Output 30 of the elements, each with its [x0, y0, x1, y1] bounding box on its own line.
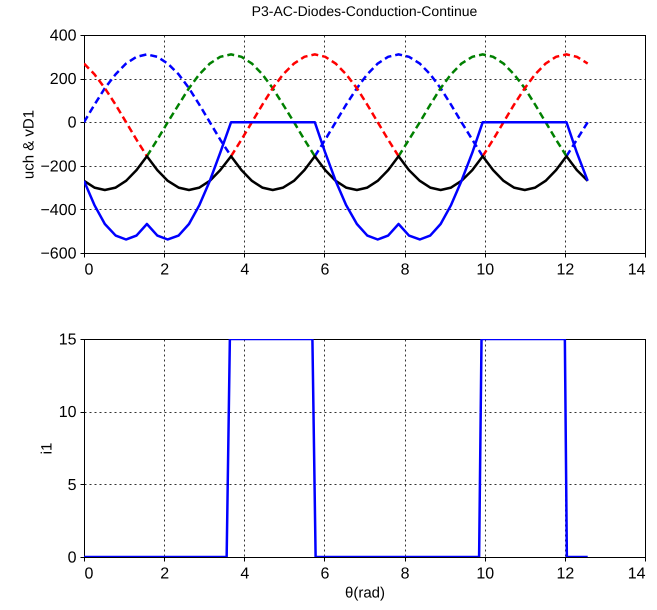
x-tick-label: 10 — [476, 262, 494, 278]
x-tick-label: 6 — [320, 262, 330, 278]
x-tick-label: 4 — [240, 262, 250, 278]
y-tick-label: 0 — [68, 550, 77, 566]
y-tick-label: −200 — [40, 158, 77, 176]
y-tick-label: 0 — [68, 114, 77, 132]
x-tick-label: 12 — [556, 262, 574, 278]
x-tick-label: 8 — [400, 566, 410, 582]
y-tick-label: −600 — [40, 246, 77, 262]
x-tick-label: 10 — [476, 566, 494, 582]
x-tick-label: 14 — [628, 566, 646, 582]
x-tick-label: 4 — [240, 566, 250, 582]
y-tick-label: 10 — [58, 404, 77, 422]
x-tick-label: 6 — [320, 566, 330, 582]
x-tick-label: 8 — [400, 262, 410, 278]
x-tick-label: 2 — [160, 262, 170, 278]
y-axis-title: i1 — [38, 442, 56, 454]
x-axis-title: θ(rad) — [344, 584, 386, 602]
chart-title: P3-AC-Diodes-Conduction-Continue — [252, 3, 478, 19]
x-tick-label: 12 — [556, 566, 574, 582]
y-tick-label: −400 — [40, 202, 77, 219]
y-tick-label: 5 — [68, 476, 77, 494]
y-tick-label: 200 — [50, 71, 77, 88]
y-tick-label: 400 — [50, 28, 77, 44]
y-tick-label: 15 — [58, 332, 77, 348]
x-tick-label: 14 — [628, 262, 646, 278]
y-axis-title: uch & vD1 — [20, 110, 38, 180]
x-tick-label: 0 — [84, 566, 94, 582]
x-tick-label: 2 — [160, 566, 170, 582]
x-tick-label: 0 — [84, 262, 94, 278]
